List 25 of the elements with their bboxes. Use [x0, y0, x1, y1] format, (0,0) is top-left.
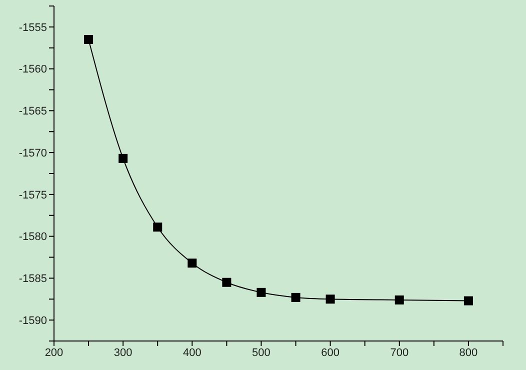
point: [222, 278, 232, 287]
y-tick-label: -1575: [18, 189, 47, 202]
y-tick-label: -1565: [18, 106, 47, 118]
point: [153, 222, 162, 232]
point: [118, 154, 128, 163]
x-tick-label: 300: [114, 346, 132, 359]
y-tick-label: -1570: [18, 147, 47, 160]
point: [188, 258, 197, 268]
point: [326, 294, 335, 304]
x-tick-label: 700: [390, 346, 409, 359]
y-tick-label: -1555: [18, 22, 47, 34]
y-tick-label: -1580: [18, 231, 47, 244]
point: [256, 288, 266, 297]
y-tick-label: -1560: [18, 64, 47, 76]
x-tick-label: 500: [252, 346, 270, 359]
y-tick-label: -1585: [18, 273, 47, 286]
point: [464, 296, 473, 306]
x-tick-label: 400: [182, 346, 202, 359]
point: [394, 295, 404, 304]
y-tick-label: -1590: [18, 314, 47, 327]
point: [84, 35, 94, 44]
point: [291, 292, 300, 302]
x-tick-label: 200: [44, 346, 64, 359]
x-tick-label: 800: [459, 346, 478, 359]
x-tick-label: 600: [321, 346, 340, 359]
